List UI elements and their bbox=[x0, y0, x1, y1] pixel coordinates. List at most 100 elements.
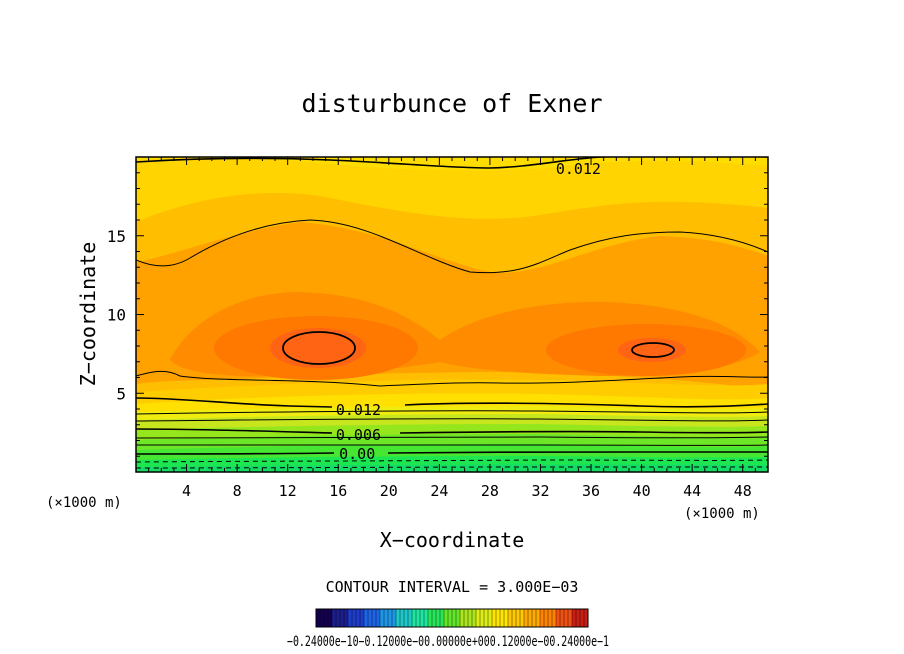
colorbar-swatch bbox=[524, 609, 529, 627]
colorbar-swatch bbox=[464, 609, 469, 627]
colorbar-swatch bbox=[540, 609, 545, 627]
x-tick-label: 48 bbox=[734, 482, 752, 500]
colorbar-swatch bbox=[348, 609, 353, 627]
colorbar-swatch bbox=[436, 609, 441, 627]
colorbar-swatch bbox=[532, 609, 537, 627]
colorbar-swatch bbox=[340, 609, 345, 627]
colorbar-swatch bbox=[472, 609, 477, 627]
colorbar-swatch bbox=[480, 609, 485, 627]
contour-closed-right bbox=[631, 342, 675, 358]
colorbar-swatch bbox=[512, 609, 517, 627]
colorbar-swatch bbox=[376, 609, 381, 627]
colorbar-swatch bbox=[516, 609, 521, 627]
colorbar-swatch bbox=[344, 609, 349, 627]
contour-label: 0.012 bbox=[336, 401, 381, 419]
colorbar-swatch bbox=[576, 609, 581, 627]
contour-neg-2 bbox=[136, 466, 768, 469]
colorbar-labels: −0.24000e−10−0.12000e−00.00000e+000.1200… bbox=[287, 634, 609, 650]
colorbar-swatch bbox=[388, 609, 393, 627]
x-tick-label: 16 bbox=[329, 482, 347, 500]
colorbar-swatch bbox=[440, 609, 445, 627]
contour-label: 0.006 bbox=[336, 426, 381, 444]
colorbar-swatch bbox=[460, 609, 465, 627]
y-axis: 5 10 15 bbox=[107, 172, 768, 457]
contour-label: 0.00 bbox=[339, 445, 375, 463]
colorbar-swatch bbox=[372, 609, 377, 627]
chart-title: disturbunce of Exner bbox=[301, 89, 602, 118]
colorbar-swatch bbox=[452, 609, 457, 627]
colorbar-swatch bbox=[560, 609, 565, 627]
colorbar-swatch bbox=[500, 609, 505, 627]
contour-neg-1 bbox=[136, 459, 768, 463]
contour-mid bbox=[136, 370, 768, 387]
contour-low-6 bbox=[136, 444, 768, 446]
colorbar-swatch bbox=[564, 609, 569, 627]
y-axis-label: Z−coordinate bbox=[76, 242, 100, 387]
colorbar-swatch bbox=[468, 609, 473, 627]
x-tick-label: 12 bbox=[279, 482, 297, 500]
colorbar-swatch bbox=[412, 609, 417, 627]
colorbar-swatch bbox=[336, 609, 341, 627]
contour-upper-wave bbox=[136, 219, 768, 274]
x-tick-label: 4 bbox=[182, 482, 191, 500]
colorbar-swatch bbox=[496, 609, 501, 627]
colorbar-frame bbox=[315, 608, 589, 628]
colorbar-swatch bbox=[492, 609, 497, 627]
colorbar-swatch bbox=[364, 609, 369, 627]
x-tick-label: 24 bbox=[430, 482, 448, 500]
colorbar-swatch bbox=[536, 609, 541, 627]
colorbar-swatch bbox=[504, 609, 509, 627]
colorbar-swatch bbox=[448, 609, 453, 627]
colorbar-swatch bbox=[424, 609, 429, 627]
colorbar-swatch bbox=[488, 609, 493, 627]
colorbar bbox=[316, 609, 589, 627]
colorbar-swatch bbox=[316, 609, 321, 627]
blob-left-inner bbox=[270, 328, 366, 368]
colorbar-swatch bbox=[548, 609, 553, 627]
colorbar-swatch bbox=[396, 609, 401, 627]
colorbar-swatch bbox=[400, 609, 405, 627]
contour-000 bbox=[136, 451, 768, 455]
colorbar-swatch bbox=[408, 609, 413, 627]
colorbar-swatch bbox=[544, 609, 549, 627]
x-tick-label: 36 bbox=[582, 482, 600, 500]
colorbar-swatch bbox=[420, 609, 425, 627]
colorbar-swatch bbox=[404, 609, 409, 627]
contour-0006 bbox=[136, 428, 768, 434]
contour-top bbox=[136, 157, 768, 169]
colorbar-swatch bbox=[380, 609, 385, 627]
contour-0012-low bbox=[136, 397, 768, 408]
colorbar-swatch bbox=[428, 609, 433, 627]
y-tick-label: 10 bbox=[107, 306, 126, 325]
colorbar-swatch bbox=[444, 609, 449, 627]
contour-low-5 bbox=[136, 436, 768, 439]
colorbar-swatch bbox=[360, 609, 365, 627]
x-unit-right: (×1000 m) bbox=[684, 506, 760, 522]
x-tick-label: 28 bbox=[481, 482, 499, 500]
colorbar-swatch bbox=[384, 609, 389, 627]
contour-interval: CONTOUR INTERVAL = 3.000E−03 bbox=[326, 578, 579, 596]
x-tick-label: 8 bbox=[233, 482, 242, 500]
colorbar-swatch bbox=[556, 609, 561, 627]
contour-low-3 bbox=[136, 418, 768, 422]
colorbar-swatch bbox=[508, 609, 513, 627]
colorbar-swatch bbox=[416, 609, 421, 627]
band-yellow-light bbox=[136, 157, 768, 171]
x-tick-label: 40 bbox=[633, 482, 651, 500]
colorbar-swatch bbox=[484, 609, 489, 627]
colorbar-swatch bbox=[552, 609, 557, 627]
y-tick-label: 5 bbox=[116, 384, 126, 403]
colorbar-swatch bbox=[368, 609, 373, 627]
colorbar-swatch bbox=[456, 609, 461, 627]
colorbar-swatch bbox=[320, 609, 325, 627]
colorbar-swatch bbox=[520, 609, 525, 627]
colorbar-swatch bbox=[332, 609, 337, 627]
colorbar-swatch bbox=[584, 609, 589, 627]
colorbar-swatch bbox=[328, 609, 333, 627]
x-axis: 4 8 12 16 20 24 28 32 36 40 44 48 bbox=[148, 157, 756, 500]
colorbar-swatch bbox=[432, 609, 437, 627]
colorbar-swatch bbox=[356, 609, 361, 627]
